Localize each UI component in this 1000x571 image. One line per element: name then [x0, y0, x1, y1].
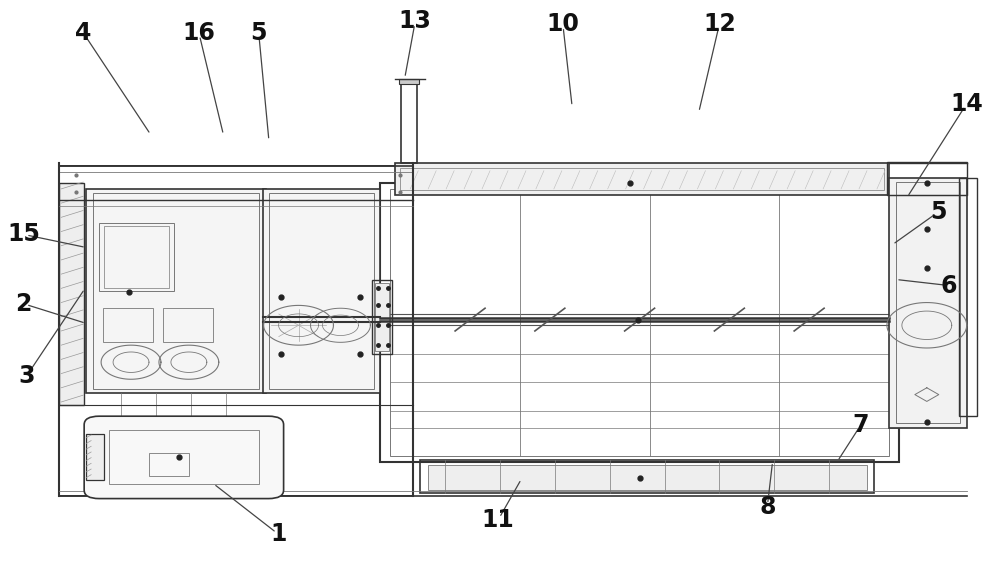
- FancyBboxPatch shape: [84, 416, 284, 498]
- Bar: [959, 178, 977, 416]
- Bar: [163, 308, 213, 343]
- Bar: [59, 166, 413, 496]
- Bar: [887, 162, 967, 195]
- Text: 5: 5: [250, 21, 267, 45]
- Bar: [420, 460, 874, 493]
- Text: 10: 10: [546, 12, 579, 36]
- Text: 4: 4: [75, 21, 91, 45]
- Text: 12: 12: [703, 12, 736, 36]
- Text: 16: 16: [182, 21, 215, 45]
- Text: 13: 13: [399, 9, 432, 33]
- Text: 3: 3: [18, 364, 35, 388]
- Bar: [109, 431, 259, 484]
- Bar: [401, 81, 417, 163]
- Bar: [390, 189, 889, 456]
- Text: 14: 14: [950, 92, 983, 116]
- Bar: [104, 226, 169, 288]
- Bar: [269, 194, 374, 389]
- Bar: [99, 223, 174, 291]
- Bar: [428, 465, 867, 490]
- Bar: [380, 183, 899, 461]
- Bar: [86, 435, 104, 480]
- Bar: [372, 280, 392, 353]
- Bar: [93, 194, 259, 389]
- Text: 5: 5: [931, 200, 947, 224]
- Bar: [86, 189, 266, 393]
- Text: 2: 2: [15, 292, 32, 316]
- Text: 7: 7: [853, 413, 869, 437]
- Text: 1: 1: [270, 522, 287, 546]
- Text: 15: 15: [7, 222, 40, 246]
- Bar: [149, 453, 189, 476]
- Bar: [889, 178, 967, 428]
- Bar: [896, 182, 960, 423]
- Bar: [400, 168, 884, 190]
- Bar: [399, 79, 419, 84]
- Text: 6: 6: [940, 274, 957, 297]
- Bar: [395, 163, 889, 195]
- Bar: [59, 166, 413, 496]
- Bar: [375, 283, 389, 351]
- Bar: [59, 183, 84, 405]
- Text: 8: 8: [759, 495, 776, 519]
- Bar: [103, 308, 153, 343]
- Bar: [263, 189, 380, 393]
- Text: 11: 11: [482, 508, 514, 532]
